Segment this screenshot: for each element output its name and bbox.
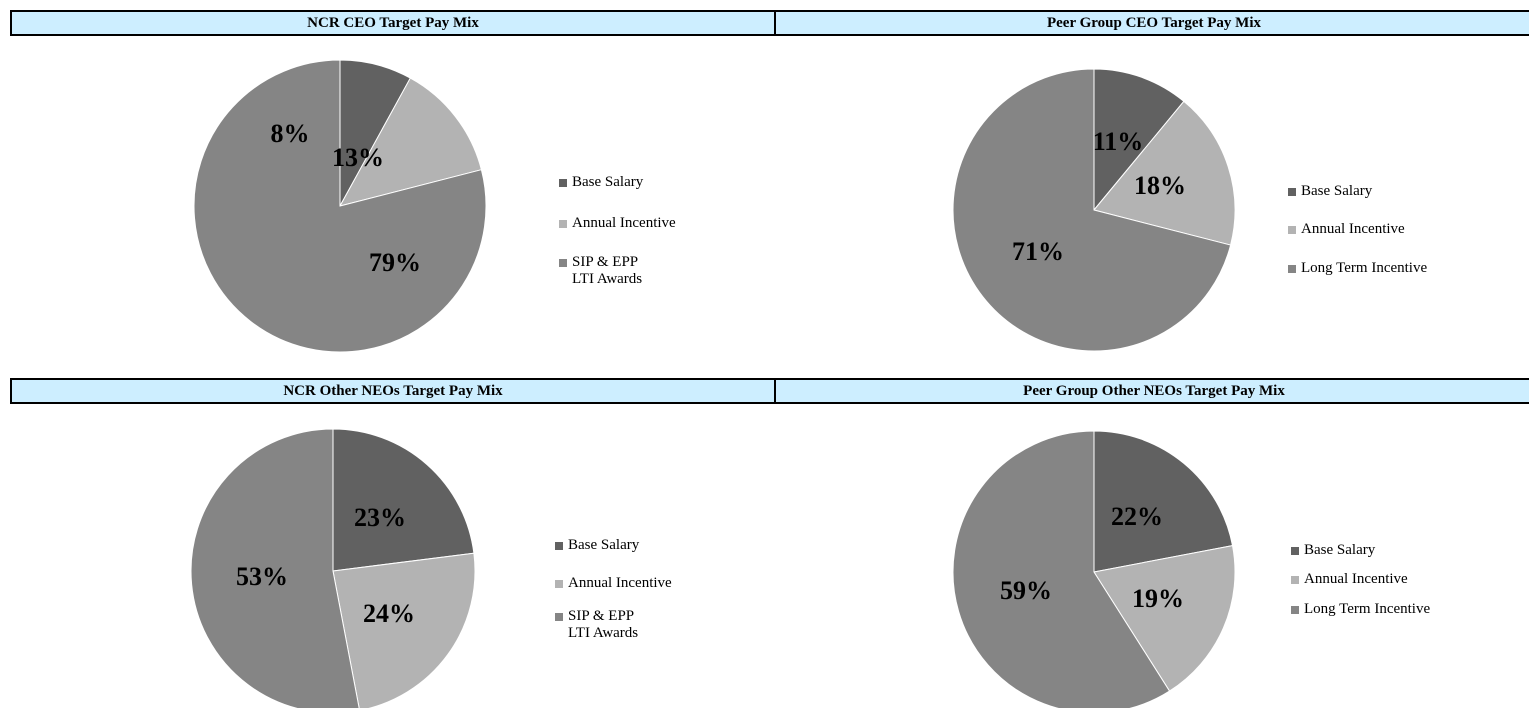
pie-slice-long-term	[952, 430, 1171, 708]
legend-swatch	[555, 580, 563, 589]
legend-swatch	[1291, 547, 1299, 555]
legend-swatch	[1291, 576, 1299, 585]
legend-item: Base Salary	[555, 537, 672, 554]
pie-slice-annual-incentive	[332, 552, 476, 708]
legend-label: Long Term Incentive	[1304, 600, 1431, 617]
legend-swatch	[1288, 264, 1296, 273]
legend-item: Long Term Incentive	[1288, 260, 1427, 277]
legend-swatch	[1288, 226, 1296, 235]
legend-item: SIP & EPP LTI Awards	[559, 254, 676, 289]
legend-swatch	[559, 179, 567, 187]
pie-slice-annual-incentive	[339, 77, 483, 207]
data-label: 53%	[236, 562, 288, 591]
chart-legend: Base Salary Annual Incentive SIP & EPP L…	[555, 537, 672, 642]
data-label: 8%	[271, 119, 310, 148]
data-label: 11%	[1093, 127, 1144, 156]
chart-title: Peer Group Other NEOs Target Pay Mix	[774, 378, 1529, 404]
legend-label: SIP & EPP LTI Awards	[572, 253, 643, 287]
legend-label: Long Term Incentive	[1301, 259, 1428, 276]
pie-slice-long-term	[193, 59, 487, 353]
legend-item: Base Salary	[559, 174, 676, 191]
legend-item: Annual Incentive	[559, 215, 676, 232]
legend-label: Base Salary	[1304, 542, 1376, 558]
legend-label: SIP & EPP LTI Awards	[568, 607, 639, 641]
data-label: 71%	[1012, 237, 1064, 266]
legend-swatch	[555, 612, 563, 621]
pie-slice-long-term	[952, 68, 1232, 352]
legend-item: Base Salary	[1291, 542, 1430, 559]
legend-item: SIP & EPP LTI Awards	[555, 608, 672, 643]
legend-label: Annual Incentive	[572, 215, 676, 232]
pie-slice-annual-incentive	[1093, 100, 1236, 246]
legend-swatch	[555, 542, 563, 550]
chart-legend: Base Salary Annual Incentive Long Term I…	[1291, 542, 1430, 618]
legend-label: Annual Incentive	[568, 575, 672, 592]
data-label: 13%	[332, 143, 384, 172]
legend-item: Annual Incentive	[1291, 571, 1430, 588]
chart-legend: Base Salary Annual Incentive Long Term I…	[1288, 183, 1427, 277]
legend-swatch	[1291, 605, 1299, 614]
data-label: 19%	[1132, 584, 1184, 613]
legend-item: Annual Incentive	[555, 575, 672, 592]
legend-label: Annual Incentive	[1301, 221, 1405, 238]
data-label: 24%	[363, 599, 415, 628]
legend-item: Long Term Incentive	[1291, 601, 1430, 618]
pie-slice-annual-incentive	[1093, 544, 1236, 692]
data-label: 18%	[1134, 171, 1186, 200]
pie-slice-base-salary	[1093, 68, 1185, 212]
legend-swatch	[1288, 188, 1296, 196]
legend-item: Base Salary	[1288, 183, 1427, 200]
legend-label: Base Salary	[1301, 183, 1373, 199]
legend-swatch	[559, 220, 567, 229]
data-label: 23%	[354, 503, 406, 532]
pie-slice-base-salary	[1093, 430, 1234, 573]
chart-title: NCR CEO Target Pay Mix	[10, 10, 776, 36]
legend-swatch	[559, 258, 567, 267]
legend-label: Annual Incentive	[1304, 571, 1408, 588]
pie-slice-base-salary	[332, 428, 475, 572]
legend-label: Base Salary	[568, 537, 640, 553]
data-label: 22%	[1111, 502, 1163, 531]
legend-item: Annual Incentive	[1288, 221, 1427, 238]
chart-legend: Base Salary Annual Incentive SIP & EPP L…	[559, 174, 676, 288]
data-label: 59%	[1000, 576, 1052, 605]
chart-title: Peer Group CEO Target Pay Mix	[774, 10, 1529, 36]
legend-label: Base Salary	[572, 174, 644, 190]
data-label: 79%	[369, 248, 421, 277]
